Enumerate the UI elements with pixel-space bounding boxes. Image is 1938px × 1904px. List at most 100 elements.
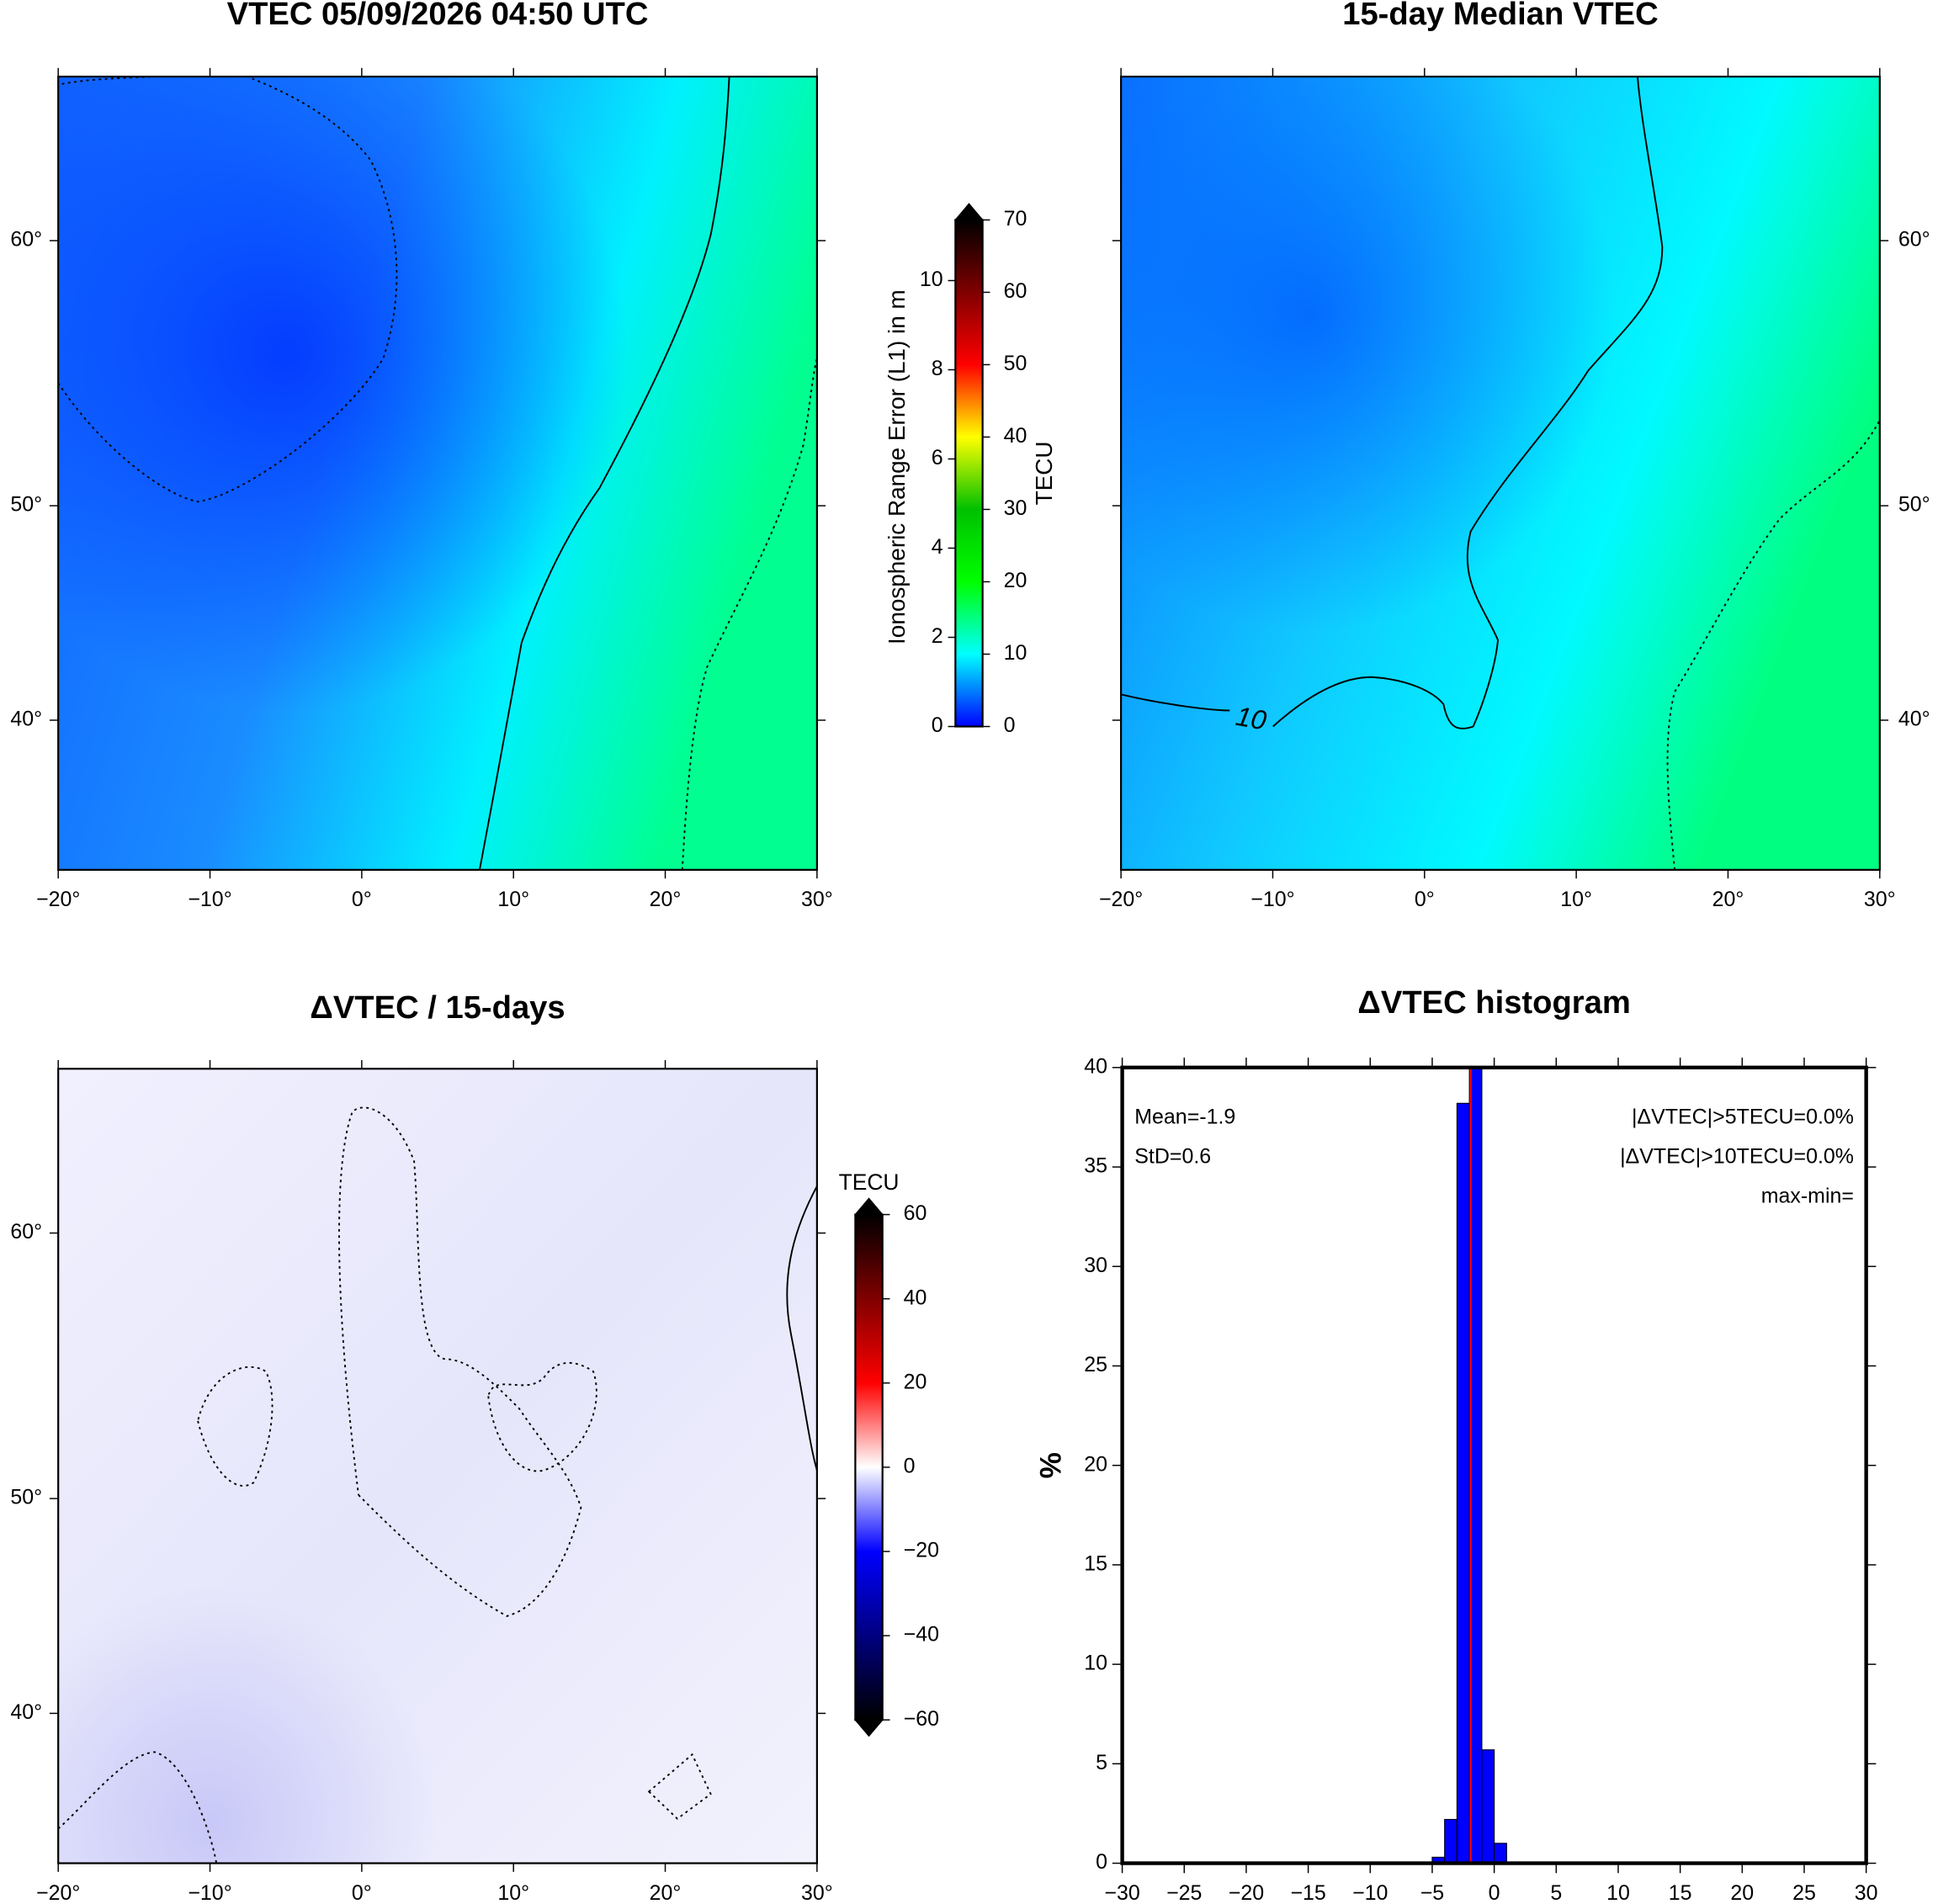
y-tick-label: 10 — [1084, 1652, 1107, 1675]
colorbar-tick-label: 40 — [1004, 424, 1027, 448]
x-tick-label: −20° — [36, 888, 80, 911]
y-tick-label: 15 — [1084, 1551, 1107, 1575]
colorbar-tick-label: 40 — [904, 1286, 927, 1309]
colorbar-tick-label: 0 — [904, 1454, 916, 1477]
contour-line — [487, 1361, 597, 1472]
contour-line — [681, 358, 818, 870]
y-tick-label: 60° — [10, 228, 42, 252]
bar — [1456, 1102, 1470, 1864]
x-tick-label: 30° — [801, 1881, 833, 1904]
y-tick-label: 20 — [1084, 1452, 1107, 1476]
x-tick-label: 5 — [1550, 1881, 1562, 1904]
x-tick-label: 30° — [801, 888, 833, 911]
annotation: |ΔVTEC|>5TECU=0.0% — [1632, 1106, 1854, 1129]
annotation: |ΔVTEC|>10TECU=0.0% — [1620, 1145, 1854, 1169]
x-tick-label: 10 — [1606, 1881, 1630, 1904]
colorbar-tick-label: −60 — [904, 1707, 939, 1731]
y-tick-label: 5 — [1096, 1751, 1107, 1774]
colorbar-extend-min — [853, 1719, 884, 1737]
y-tick-label: 35 — [1084, 1154, 1107, 1178]
colorbar-axis-label: Ionospheric Range Error (L1) in m — [884, 289, 910, 644]
contour-line — [1666, 419, 1881, 870]
x-tick-label: −20° — [36, 1881, 80, 1904]
x-tick-label: 10° — [497, 888, 529, 911]
y-tick-label: 40 — [1084, 1054, 1107, 1078]
colorbar-tick-label: 4 — [932, 535, 943, 559]
y-tick-label: 40° — [1898, 708, 1930, 731]
colorbar — [854, 1213, 884, 1721]
y-axis-label: % — [1035, 1452, 1068, 1478]
colorbar-tick-label: 20 — [904, 1370, 927, 1393]
contour-line — [57, 1751, 218, 1864]
contour-line — [197, 1366, 273, 1487]
y-tick-label: 60° — [1898, 228, 1930, 252]
map-field-shade — [1121, 77, 1880, 870]
colorbar-tick-label: 50 — [1004, 352, 1027, 375]
y-tick-label: 0 — [1096, 1850, 1107, 1874]
contour-line — [57, 76, 398, 503]
map-frame — [57, 75, 818, 871]
colorbar-tick-label: 2 — [932, 624, 943, 648]
x-tick-label: 20° — [1712, 888, 1744, 911]
contour-line — [61, 76, 155, 85]
x-tick-label: 0 — [1489, 1881, 1500, 1904]
bars — [1431, 1067, 1507, 1864]
x-tick-label: −25 — [1166, 1881, 1202, 1904]
x-tick-label: 20 — [1730, 1881, 1754, 1904]
x-tick-label: −20 — [1229, 1881, 1264, 1904]
annotation: max-min= — [1761, 1185, 1854, 1208]
colorbar-tick-label: −20 — [904, 1539, 939, 1562]
x-tick-label: −10 — [1352, 1881, 1388, 1904]
contour-line — [1120, 76, 1664, 729]
map-frame — [57, 1068, 818, 1864]
contour-line — [479, 76, 730, 871]
bar — [1468, 1067, 1483, 1864]
colorbar-tick-label: 6 — [932, 446, 943, 469]
x-tick-label: 30° — [1864, 888, 1896, 911]
y-tick-label: 30 — [1084, 1254, 1107, 1277]
map-field-shade — [58, 1069, 817, 1864]
y-tick-label: 25 — [1084, 1353, 1107, 1376]
colorbar-tick-label: 30 — [1004, 496, 1027, 520]
colorbar-tick-label: 8 — [932, 357, 943, 380]
bar — [1481, 1749, 1495, 1864]
x-tick-label: −10° — [188, 888, 231, 911]
bar — [1444, 1818, 1458, 1864]
plot-frame — [1120, 1065, 1868, 1865]
x-tick-label: −15 — [1290, 1881, 1325, 1904]
colorbar-tick-label: 10 — [920, 268, 943, 291]
map-frame — [1120, 75, 1881, 871]
colorbar-tick-label: 60 — [904, 1201, 927, 1225]
colorbar-label: TECU — [839, 1169, 900, 1195]
chart-title: ΔVTEC histogram — [1357, 984, 1630, 1021]
colorbar-tick-label: 10 — [1004, 641, 1027, 665]
colorbar-tick-label: 20 — [1004, 569, 1027, 592]
y-tick-label: 50° — [10, 1486, 42, 1509]
y-tick-label: 40° — [10, 1700, 42, 1724]
x-tick-label: −30 — [1104, 1881, 1139, 1904]
x-tick-label: 0° — [352, 1881, 372, 1904]
x-tick-label: 0° — [1415, 888, 1435, 911]
chart-title: VTEC 05/09/2026 04:50 UTC — [227, 0, 649, 32]
contour-line — [647, 1753, 712, 1820]
colorbar-tick-label: −40 — [904, 1623, 939, 1647]
y-tick-label: 60° — [10, 1220, 42, 1244]
x-tick-label: −20° — [1099, 888, 1143, 911]
chart-title: ΔVTEC / 15-days — [310, 989, 565, 1026]
x-tick-label: 30 — [1855, 1881, 1878, 1904]
y-tick-label: 50° — [1898, 493, 1930, 517]
colorbar-extend-max — [953, 203, 985, 221]
colorbar-tick-label: 70 — [1004, 207, 1027, 231]
colorbar-label: TECU — [1031, 441, 1057, 505]
colorbar-tick-label: 0 — [932, 713, 943, 737]
annotation: Mean=-1.9 — [1134, 1106, 1235, 1129]
x-tick-label: 20° — [650, 1881, 682, 1904]
chart-title: 15-day Median VTEC — [1342, 0, 1658, 32]
x-tick-label: 20° — [650, 888, 682, 911]
x-tick-label: 15 — [1669, 1881, 1692, 1904]
x-tick-label: −5 — [1420, 1881, 1444, 1904]
colorbar-extend-max — [853, 1197, 884, 1216]
colorbar-tick-label: 0 — [1004, 713, 1016, 737]
x-tick-label: −10° — [188, 1881, 231, 1904]
